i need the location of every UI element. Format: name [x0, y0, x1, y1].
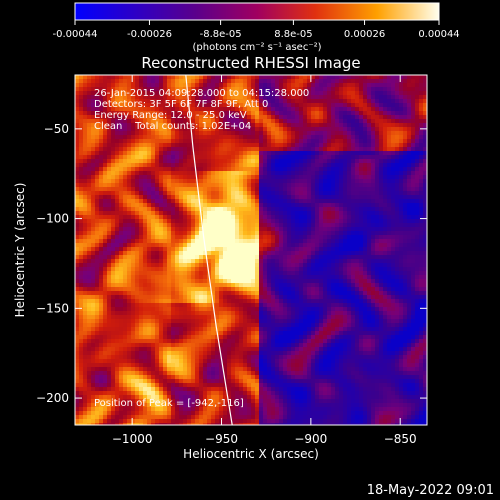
x-tick-label: −1000 [112, 432, 153, 446]
timestamp: 18-May-2022 09:01 [367, 483, 494, 498]
info-line-3: Energy Range: 12.0 - 25.0 keV [94, 110, 247, 121]
x-tick-label: −950 [205, 432, 238, 446]
info-line-1: 26-Jan-2015 04:09:28.000 to 04:15:28.000 [94, 88, 309, 99]
y-tick-label: −100 [36, 212, 69, 226]
peak-label: Position of Peak = [-942,-116] [94, 398, 244, 409]
plot-frame [74, 74, 428, 426]
colorbar-units: (photons cm⁻² s⁻¹ asec⁻²) [192, 42, 321, 53]
chart-title: Reconstructed RHESSI Image [141, 54, 360, 72]
axis-ticks: −1000 −950 −900 −850 −50 −100 −150 −200 [36, 75, 427, 446]
colorbar-tick-label: 0.00044 [418, 29, 459, 40]
info-line-2: Detectors: 3F 5F 6F 7F 8F 9F, Att 0 [94, 99, 268, 110]
y-tick-label: −50 [44, 122, 69, 136]
colorbar-tick-label: 8.8e-05 [274, 29, 312, 40]
colorbar-tick-label: 0.00026 [344, 29, 385, 40]
y-tick-label: −200 [36, 391, 69, 405]
colorbar-tick-label: -0.00026 [127, 29, 172, 40]
solar-limb [185, 75, 233, 425]
y-axis-label: Heliocentric Y (arcsec) [13, 183, 27, 318]
colorbar-ticks: -0.00044 -0.00026 -8.8e-05 8.8e-05 0.00026 0.… [53, 20, 460, 40]
colorbar-tick-label: -8.8e-05 [200, 29, 242, 40]
colorbar-tick-label: -0.00044 [53, 29, 98, 40]
info-line-4: Clean Total counts: 1.02E+04 [94, 121, 251, 132]
colorbar [74, 2, 440, 21]
x-tick-label: −850 [384, 432, 417, 446]
heatmap-image [75, 75, 427, 425]
x-axis-label: Heliocentric X (arcsec) [183, 447, 319, 461]
x-tick-label: −900 [294, 432, 327, 446]
y-tick-label: −150 [36, 301, 69, 315]
